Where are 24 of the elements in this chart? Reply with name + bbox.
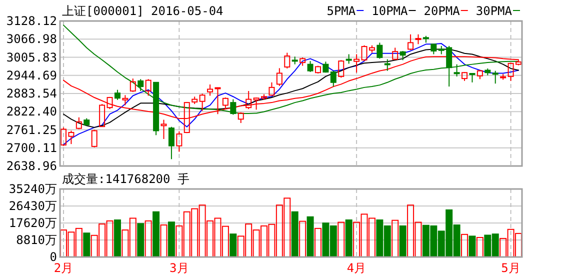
x-tick-label: 2月 — [54, 261, 74, 275]
legend-label: 20PMA — [424, 4, 461, 18]
y-tick-label: 26430万 — [8, 199, 57, 213]
y-tick-label: 35240万 — [8, 182, 57, 196]
y-tick-label: 0 — [50, 250, 57, 264]
y-tick-label: 2822.40 — [6, 104, 57, 119]
y-tick-label: 2944.69 — [6, 68, 57, 82]
x-tick-label: 5月 — [501, 261, 520, 275]
y-tick-label: 8810万 — [16, 233, 57, 247]
y-tick-label: 2638.96 — [6, 159, 57, 173]
legend-label: 10PMA — [372, 4, 409, 18]
y-tick-label: 3128.12 — [6, 14, 57, 28]
x-tick-label: 3月 — [170, 261, 189, 275]
y-tick-label: 3066.98 — [6, 32, 57, 46]
legend-label: 30PMA — [476, 4, 513, 18]
y-tick-label: 2700.11 — [6, 140, 57, 155]
chart-title: 成交量:141768200 手 — [62, 172, 190, 186]
legend-label: 5PMA — [326, 4, 356, 18]
x-tick-label: 4月 — [346, 261, 366, 275]
chart-title: 上证[000001] 2016-05-04 — [62, 4, 224, 18]
y-tick-label: 17620万 — [8, 216, 57, 230]
y-tick-label: 2761.25 — [6, 122, 57, 137]
y-tick-label: 2883.54 — [6, 86, 57, 100]
y-tick-label: 3005.83 — [6, 50, 57, 64]
